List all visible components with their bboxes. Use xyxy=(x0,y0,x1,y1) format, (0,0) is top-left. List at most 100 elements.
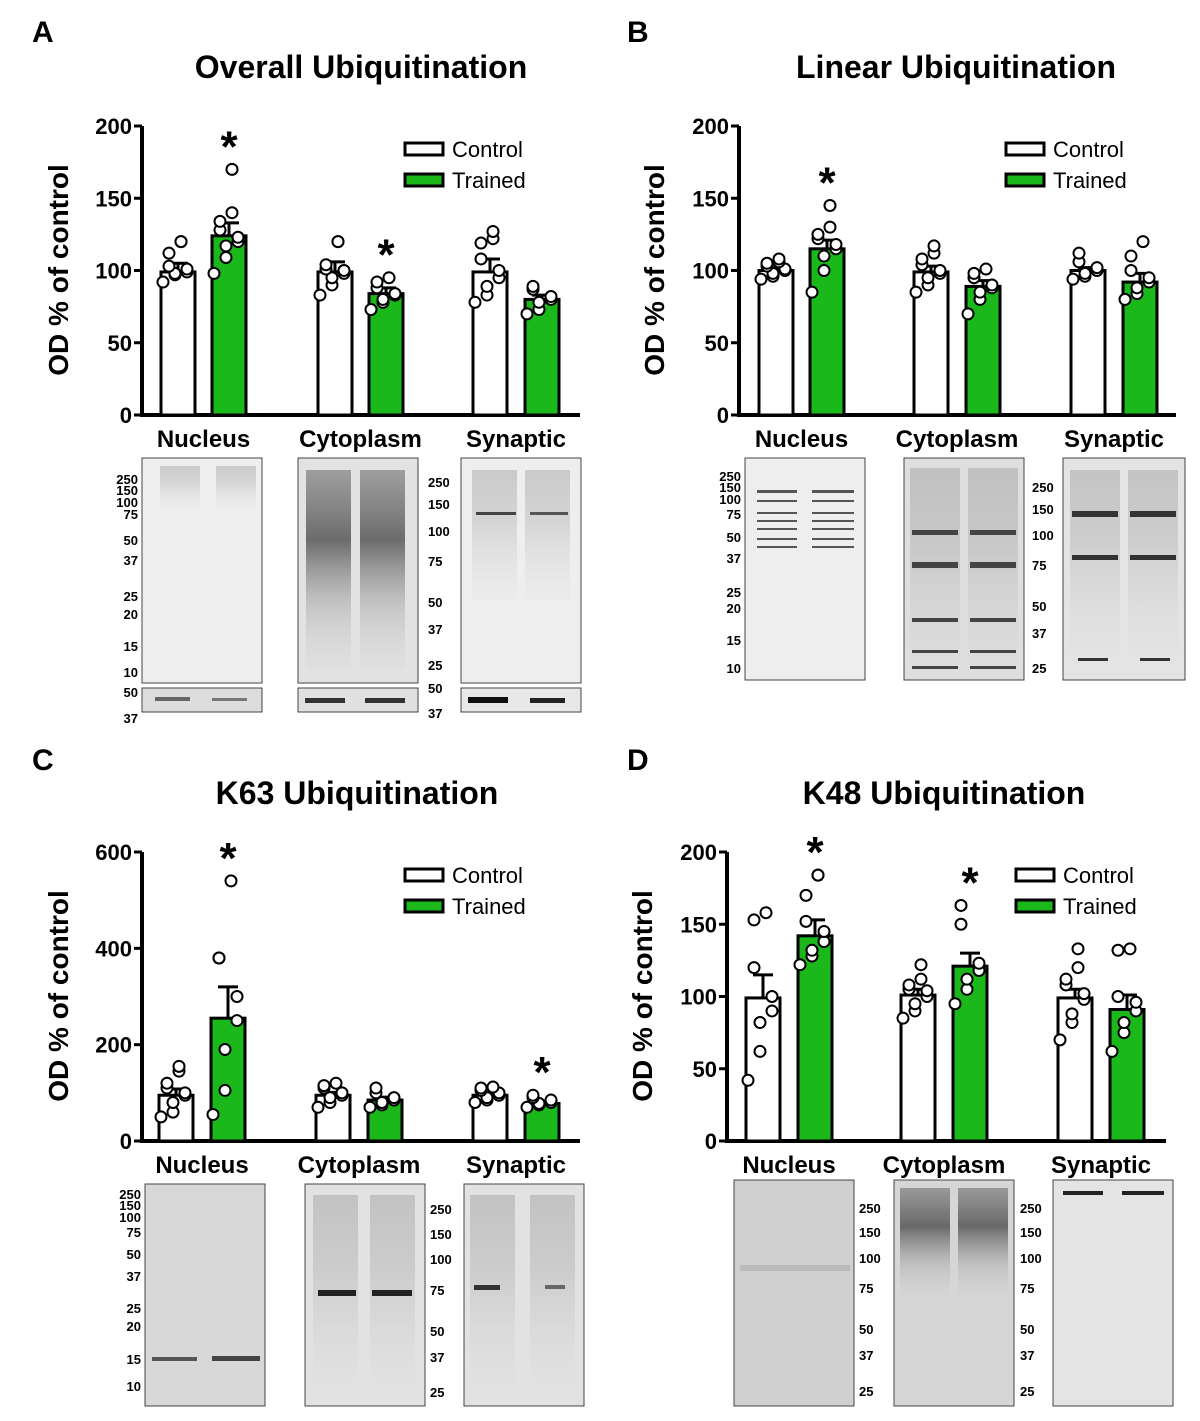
blot-image xyxy=(744,457,866,681)
bar-trained xyxy=(209,1016,247,1143)
data-point xyxy=(799,914,813,928)
marker-label: 50 xyxy=(727,530,741,545)
data-point xyxy=(311,1100,325,1114)
data-point xyxy=(313,288,327,302)
data-point xyxy=(172,1059,186,1073)
data-point xyxy=(823,220,837,234)
western-blots: 250 150 100 75 50 37 25 250 150 100 75 5… xyxy=(733,1179,1174,1407)
data-point xyxy=(156,275,170,289)
bar-plot: 0 50 100 150 200 * Nucleus * Cytoplasm Synaptic xyxy=(95,114,580,453)
marker-label: 150 xyxy=(859,1225,881,1240)
y-tick-label: 50 xyxy=(108,331,132,356)
blot-lane xyxy=(910,468,960,673)
data-point xyxy=(526,1088,540,1102)
marker-label: 10 xyxy=(124,665,138,680)
data-point xyxy=(811,868,825,882)
marker-label: 250 xyxy=(859,1201,881,1216)
data-point xyxy=(1077,987,1091,1001)
marker-label: 75 xyxy=(859,1281,873,1296)
data-point xyxy=(1090,261,1104,275)
data-point xyxy=(1129,995,1143,1009)
marker-label: 250 xyxy=(1020,1201,1042,1216)
panel-letter-d: D xyxy=(627,744,649,777)
y-axis-label-text: OD % of control xyxy=(639,164,670,376)
marker-label: 25 xyxy=(1032,661,1046,676)
marker-label: 250 xyxy=(116,472,138,487)
blot-band xyxy=(1122,1191,1164,1195)
data-point xyxy=(486,224,500,238)
data-point xyxy=(741,1073,755,1087)
y-tick-label: 200 xyxy=(692,114,729,139)
data-point xyxy=(817,249,831,263)
x-category-label: Nucleus xyxy=(157,426,250,453)
blot-band xyxy=(530,512,568,515)
data-point xyxy=(329,1076,343,1090)
panel-letter-b: B xyxy=(627,16,649,49)
panel-letter-c: C xyxy=(32,744,54,777)
blot-lane xyxy=(525,470,570,600)
legend-label-trained: Trained xyxy=(1063,894,1137,919)
blot-lane xyxy=(900,1188,950,1298)
blot-band xyxy=(476,512,516,515)
legend-swatch-trained xyxy=(403,172,445,188)
legend: Control Trained xyxy=(1004,137,1127,193)
data-point xyxy=(817,924,831,938)
y-tick-label: 150 xyxy=(95,186,132,211)
data-point xyxy=(160,1076,174,1090)
data-point xyxy=(914,972,928,986)
data-point xyxy=(772,252,786,266)
legend: Control Trained xyxy=(403,863,526,919)
data-point xyxy=(1065,1007,1079,1021)
data-point xyxy=(1072,246,1086,260)
data-point xyxy=(207,266,221,280)
panel-d: D K48 Ubiquitination OD % of control Con… xyxy=(627,744,1174,1407)
data-point xyxy=(212,951,226,965)
y-axis-label-text: OD % of control xyxy=(43,890,74,1102)
data-point xyxy=(823,198,837,212)
data-point xyxy=(1053,1033,1067,1047)
blot-lane xyxy=(160,466,200,506)
data-point xyxy=(526,279,540,293)
legend-label-trained: Trained xyxy=(452,168,526,193)
legend-swatch-trained xyxy=(403,898,445,914)
blot-band xyxy=(740,1265,850,1271)
data-point xyxy=(335,1086,349,1100)
blot-band xyxy=(155,697,190,701)
marker-label: 250 xyxy=(428,475,450,490)
x-category-label: Cytoplasm xyxy=(298,1152,421,1179)
data-point xyxy=(805,943,819,957)
x-category-label: Cytoplasm xyxy=(299,426,422,453)
data-point xyxy=(206,1108,220,1122)
data-point xyxy=(382,271,396,285)
data-point xyxy=(178,1086,192,1100)
data-point xyxy=(747,961,761,975)
bar-trained xyxy=(367,292,405,417)
y-axis-label: OD % of control xyxy=(627,890,658,1102)
data-point xyxy=(520,1100,534,1114)
marker-label: 50 xyxy=(124,685,138,700)
y-axis-label-text: OD % of control xyxy=(627,890,658,1102)
significance-star: * xyxy=(961,858,979,907)
marker-label: 37 xyxy=(1032,626,1046,641)
data-point xyxy=(1105,1044,1119,1058)
marker-label: 75 xyxy=(727,507,741,522)
marker-label: 10 xyxy=(727,661,741,676)
bar-plot: 0 200 400 600 * Nucleus Cytoplasm * Synaptic xyxy=(95,834,580,1179)
data-point xyxy=(1118,292,1132,306)
data-point xyxy=(154,1110,168,1124)
significance-star: * xyxy=(533,1048,551,1097)
x-category-label: Synaptic xyxy=(466,426,566,453)
blot-band-ladder xyxy=(1072,511,1176,661)
blot-lane xyxy=(530,1195,575,1385)
y-tick-label: 200 xyxy=(95,1033,132,1058)
data-point xyxy=(544,290,558,304)
significance-star: * xyxy=(806,828,824,877)
data-point xyxy=(486,1080,500,1094)
data-point xyxy=(1123,942,1137,956)
marker-label: 25 xyxy=(127,1301,141,1316)
data-point xyxy=(760,256,774,270)
marker-label: 10 xyxy=(127,1379,141,1394)
legend: Control Trained xyxy=(1014,863,1137,919)
blot-band-ladder xyxy=(757,490,854,548)
data-point xyxy=(829,237,843,251)
